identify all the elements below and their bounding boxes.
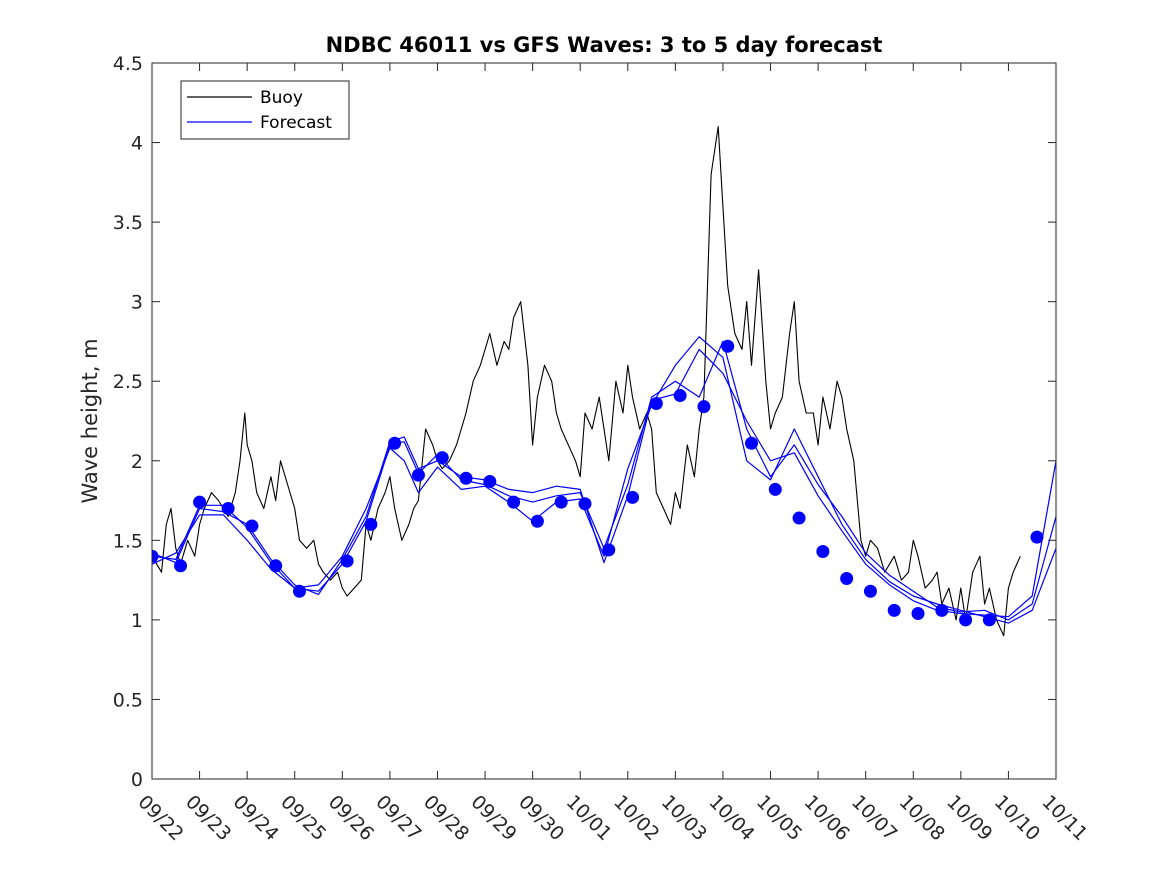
y-tick-label: 0 [131,769,143,791]
x-tick-label: 10/03 [657,791,711,845]
x-tick-label: 10/10 [990,791,1044,845]
forecast-marker-point [388,436,402,450]
forecast-marker-point [435,451,449,465]
y-tick-label: 2.5 [113,371,143,393]
x-tick-label: 10/08 [895,791,949,845]
forecast-marker-point [245,519,259,533]
x-tick-label: 10/05 [752,791,806,845]
forecast-marker-point [768,482,782,496]
x-tick-label: 10/04 [704,791,758,845]
data-layer [152,126,1056,637]
y-tick-label: 4 [131,133,143,155]
y-tick-label: 4.5 [113,53,143,75]
y-tick-label: 0.5 [113,689,143,711]
x-tick-label: 09/22 [133,791,187,845]
x-tick-label: 09/30 [514,791,568,845]
forecast-marker-point [578,497,592,511]
y-tick-label: 1.5 [113,530,143,552]
plot-area [152,63,1056,779]
forecast-marker-point [459,471,473,485]
forecast-marker-point [530,514,544,528]
forecast-marker-point [840,572,854,586]
y-tick-label: 1 [131,610,143,632]
x-tick-label: 09/24 [229,791,283,845]
forecast-marker-point [887,603,901,617]
x-tick-label: 10/07 [847,791,901,845]
x-tick-label: 09/29 [467,791,521,845]
forecast-marker-point [221,502,235,516]
x-tick-label: 09/27 [371,791,425,845]
forecast-marker-point [554,495,568,509]
forecast-marker-point [411,468,425,482]
forecast-marker-point [483,474,497,488]
forecast-marker-point [816,544,830,558]
y-tick-label: 3 [131,292,143,314]
x-tick-label: 10/02 [609,791,663,845]
x-tick-label: 09/25 [276,791,330,845]
forecast-marker-point [364,517,378,531]
legend-box [180,80,350,140]
x-tick-label: 10/11 [1037,791,1091,845]
legend: Buoy Forecast [180,80,350,140]
forecast-marker-point [193,495,207,509]
chart-title: NDBC 46011 vs GFS Waves: 3 to 5 day fore… [326,33,883,57]
legend-forecast-label: Forecast [260,113,332,133]
forecast-marker-point [507,495,521,509]
series-buoy-line [152,126,1021,637]
forecast-marker-point [649,396,663,410]
forecast-marker-point [697,400,711,414]
y-axis-label: Wave height, m [78,338,102,503]
forecast-marker-point [626,490,640,504]
plot-background [152,63,1056,779]
forecast-marker-point [673,389,687,403]
forecast-marker-point [792,511,806,525]
x-tick-label: 09/23 [181,791,235,845]
forecast-marker-point [982,613,996,627]
forecast-marker-point [602,543,616,557]
forecast-marker-point [959,613,973,627]
forecast-marker-point [1030,530,1044,544]
y-tick-label: 2 [131,451,143,473]
legend-buoy-label: Buoy [260,88,303,108]
x-tick-label: 10/09 [942,791,996,845]
forecast-marker-point [269,559,283,573]
forecast-marker-point [911,607,925,621]
forecast-marker-point [340,554,354,568]
forecast-marker-point [721,339,735,353]
forecast-marker-point [744,436,758,450]
forecast-marker-point [152,549,159,563]
forecast-marker-point [292,584,306,598]
axes-box [151,62,1057,780]
forecast-marker-point [174,559,188,573]
x-tick-label: 10/01 [562,791,616,845]
x-tick-label: 09/28 [419,791,473,845]
forecast-marker-point [935,603,949,617]
x-tick-label: 09/26 [324,791,378,845]
x-tick-label: 10/06 [800,791,854,845]
series-forecast-line-3 [152,348,1056,618]
y-tick-label: 3.5 [113,212,143,234]
forecast-marker-point [863,584,877,598]
